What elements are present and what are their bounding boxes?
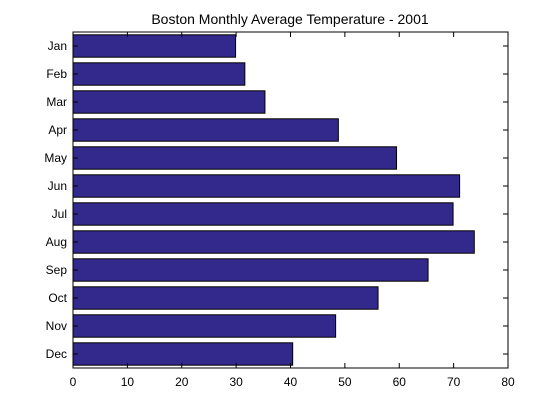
x-tick-label: 80 — [501, 375, 515, 389]
ticks-layer — [72, 32, 509, 368]
x-tick-label: 70 — [447, 375, 461, 389]
plot-frame — [72, 31, 509, 369]
bar-jul — [72, 202, 454, 226]
bar-may — [72, 146, 398, 170]
x-tick-label: 60 — [393, 375, 407, 389]
y-tick-label: Jul — [52, 207, 67, 221]
bar-mar — [72, 90, 266, 114]
bar-feb — [72, 62, 246, 86]
y-tick-label: Mar — [46, 95, 67, 109]
bar-nov — [72, 314, 337, 338]
y-tick-label: Sep — [46, 263, 68, 277]
bar-apr — [72, 118, 339, 142]
y-tick-label: Apr — [48, 123, 67, 137]
bar-sep — [72, 258, 429, 282]
y-tick-label: Jan — [48, 39, 67, 53]
y-tick-label: Jun — [48, 179, 67, 193]
x-tick-label: 50 — [338, 375, 352, 389]
bar-oct — [72, 286, 379, 310]
x-tick-label: 30 — [229, 375, 243, 389]
y-tick-label: May — [44, 151, 67, 165]
y-tick-label: Aug — [46, 235, 67, 249]
y-tick-label: Nov — [46, 319, 67, 333]
x-tick-label: 40 — [284, 375, 298, 389]
bar-aug — [72, 230, 475, 254]
bars-layer — [72, 34, 475, 366]
y-tick-label: Feb — [46, 67, 67, 81]
x-tick-label: 0 — [70, 375, 77, 389]
chart-title: Boston Monthly Average Temperature - 200… — [151, 11, 429, 27]
bar-jun — [72, 174, 461, 198]
y-tick-label: Oct — [48, 291, 67, 305]
x-tick-label: 20 — [175, 375, 189, 389]
y-tick-label: Dec — [46, 347, 67, 361]
x-tick-label: 10 — [121, 375, 135, 389]
bar-jan — [72, 34, 237, 58]
bar-dec — [72, 342, 294, 366]
